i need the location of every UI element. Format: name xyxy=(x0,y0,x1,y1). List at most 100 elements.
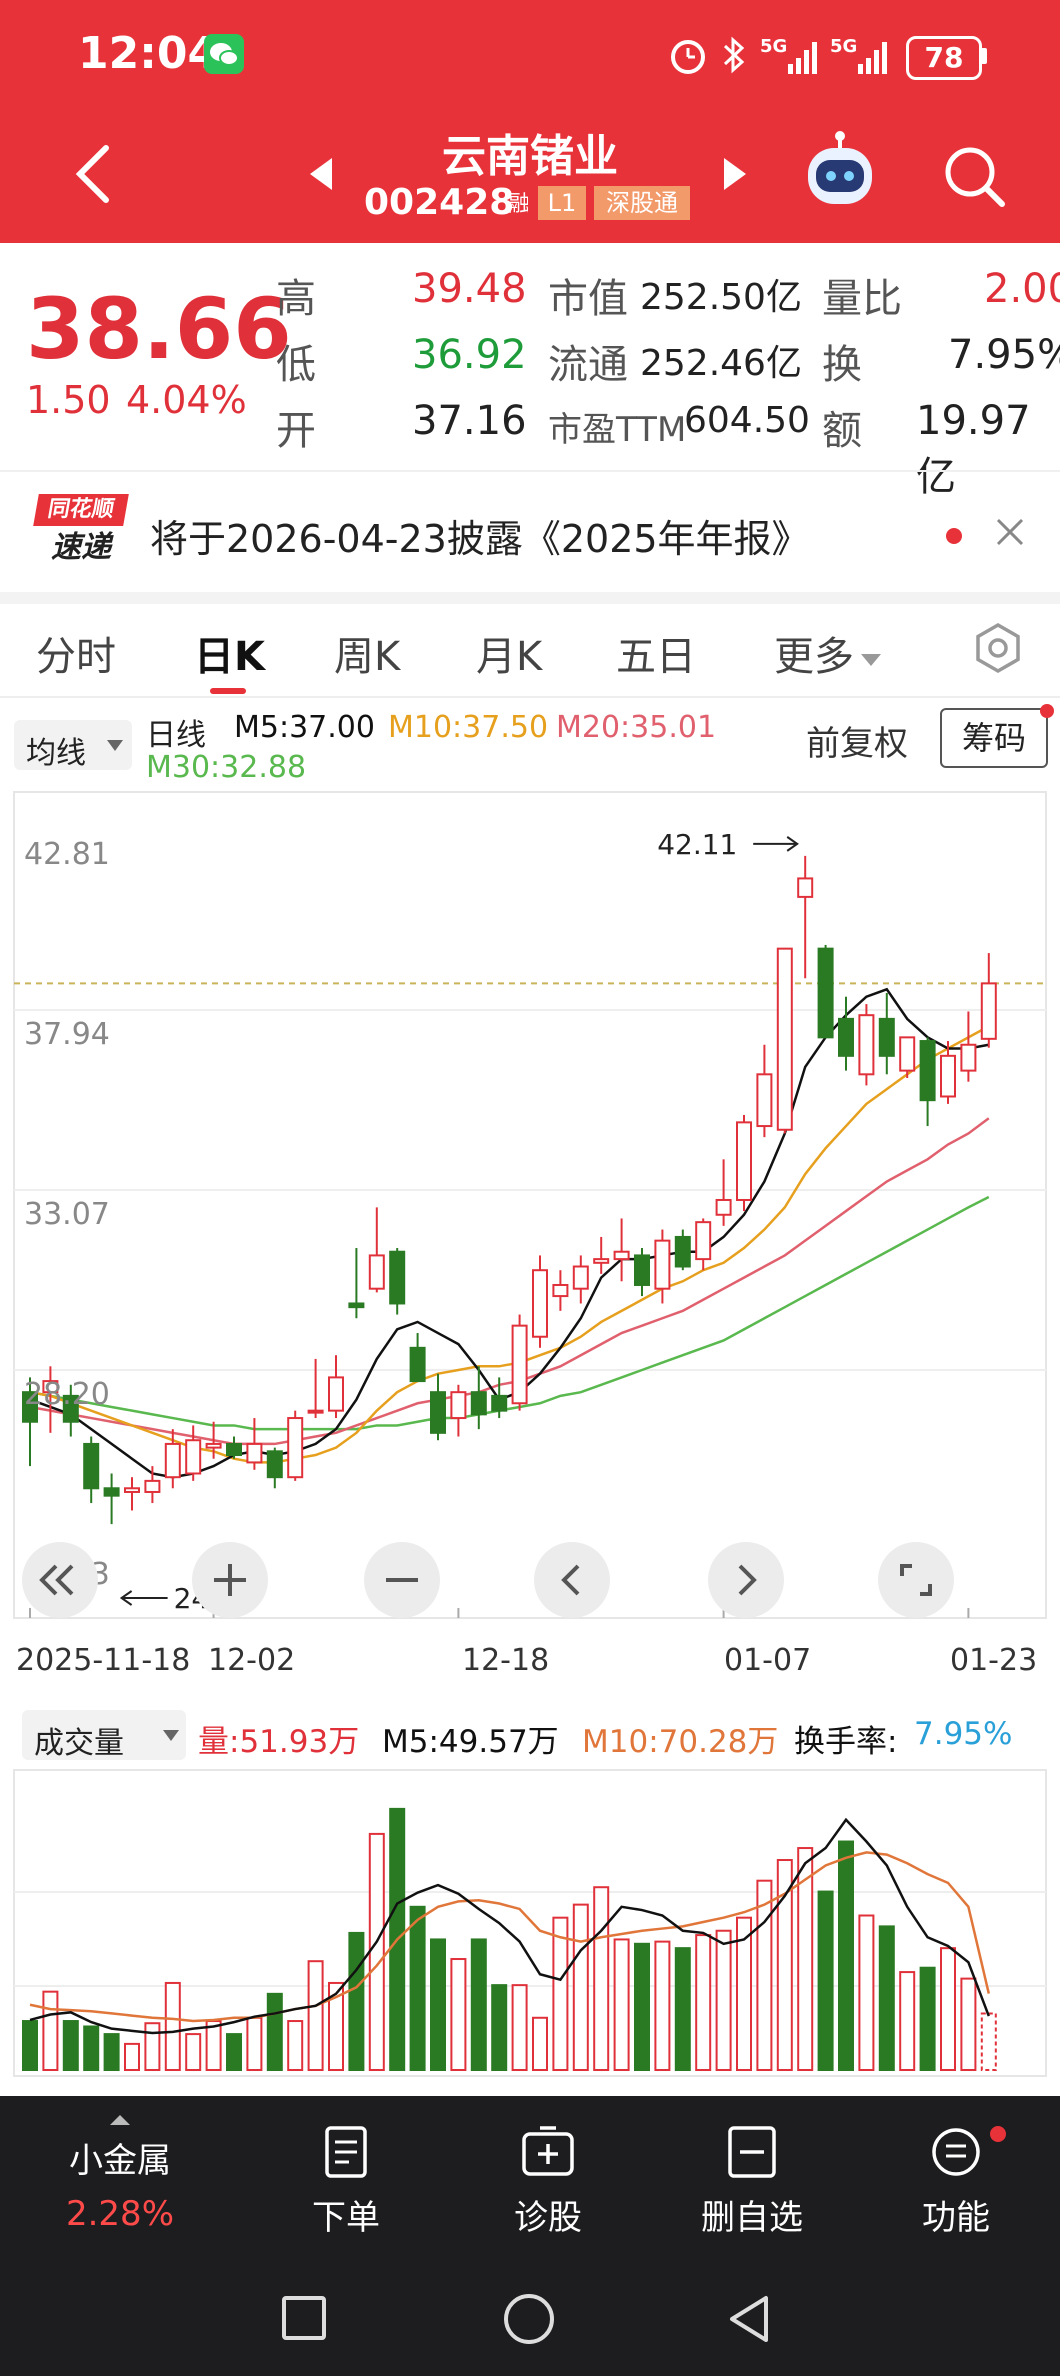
sector-change: 2.28% xyxy=(65,2194,174,2234)
robot-assistant-button[interactable] xyxy=(800,130,880,220)
zoom-out-button[interactable] xyxy=(364,1542,440,1618)
candle xyxy=(980,953,997,1048)
sector-name: 小金属 xyxy=(69,2141,171,2181)
candle xyxy=(185,1425,202,1481)
candle-body xyxy=(185,1439,202,1475)
price-change-pct: 4.04% xyxy=(126,378,247,422)
candle-body xyxy=(22,1391,38,1423)
candle-body xyxy=(899,1036,916,1072)
search-button[interactable] xyxy=(940,142,1010,212)
status-time: 12:04 xyxy=(78,28,219,79)
functions-button[interactable]: 功能 xyxy=(856,2124,1056,2239)
signal-2-icon xyxy=(856,36,890,80)
ma-selector[interactable]: 均线 xyxy=(14,720,132,771)
back-arrow-icon xyxy=(75,145,109,203)
tab-five-day[interactable]: 五日 xyxy=(616,634,696,680)
candle-body xyxy=(858,1014,875,1076)
ma5-value: M5:37.00 xyxy=(234,710,375,745)
tab-monthly-k[interactable]: 月K xyxy=(476,634,543,680)
candle xyxy=(532,1255,548,1348)
candle-body xyxy=(348,1302,365,1309)
candle xyxy=(368,1207,385,1293)
menu-circle-icon xyxy=(932,2128,980,2176)
grid-lines xyxy=(14,982,1046,1618)
candles xyxy=(22,855,997,1525)
volume-bar xyxy=(22,2020,38,2071)
prev-stock-button[interactable] xyxy=(306,154,336,198)
functions-badge xyxy=(990,2126,1006,2142)
candle xyxy=(817,944,834,1039)
mktcap-label: 市值 xyxy=(548,276,628,322)
home-button[interactable] xyxy=(504,2294,554,2344)
volume-bar xyxy=(980,2012,997,2071)
high-value: 39.48 xyxy=(412,266,527,312)
tab-more[interactable]: 更多 xyxy=(774,624,883,682)
adjust-mode-button[interactable]: 前复权 xyxy=(806,724,908,764)
candle-body xyxy=(572,1265,589,1290)
volume-bar xyxy=(838,1840,854,2071)
scroll-left-button[interactable] xyxy=(534,1542,610,1618)
scroll-right-button[interactable] xyxy=(708,1542,784,1618)
diagnose-button[interactable]: 诊股 xyxy=(448,2124,648,2239)
ma5-line xyxy=(29,987,990,1479)
moving-average-lines xyxy=(29,987,990,1479)
diagnose-label: 诊股 xyxy=(514,2198,582,2238)
order-button[interactable]: 下单 xyxy=(246,2124,446,2239)
turnover-rate-value: 7.95% xyxy=(914,1716,1013,1752)
ma10-value: M10:37.50 xyxy=(388,710,549,745)
fullscreen-button[interactable] xyxy=(878,1542,954,1618)
stock-name: 云南锗业 xyxy=(442,131,618,182)
amount-label: 额 xyxy=(822,408,862,454)
section-gap xyxy=(0,592,1060,604)
candle xyxy=(878,992,895,1075)
volume-bar xyxy=(42,1990,59,2071)
system-back-button[interactable] xyxy=(724,2292,774,2350)
candle-body xyxy=(756,1073,773,1128)
y-tick-label: 37.94 xyxy=(24,1017,110,1052)
announcement-banner[interactable]: 同花顺 速递 将于2026-04-23披露《2025年年报》 xyxy=(0,480,1060,590)
chip-distribution-button[interactable]: 筹码 xyxy=(940,708,1048,768)
zoom-out-fast-button[interactable] xyxy=(22,1542,98,1618)
order-document-icon xyxy=(325,2126,367,2178)
volume-bar xyxy=(144,2022,161,2072)
close-button[interactable] xyxy=(994,516,1026,552)
battery-level: 78 xyxy=(924,41,964,74)
remove-watchlist-button[interactable]: 删自选 xyxy=(652,2124,852,2239)
sector-item[interactable]: 小金属 2.28% xyxy=(20,2112,220,2234)
active-tab-indicator xyxy=(210,688,246,694)
tab-more-label: 更多 xyxy=(774,634,854,680)
volume-bar xyxy=(450,1958,467,2071)
recent-apps-button[interactable] xyxy=(282,2296,326,2340)
tab-daily-k[interactable]: 日K xyxy=(194,634,265,680)
back-button[interactable] xyxy=(66,134,126,214)
announcement-text: 将于2026-04-23披露《2025年年报》 xyxy=(150,517,810,561)
volume-value: 量:51.93万 xyxy=(198,1724,360,1760)
exchange-badge: 深股通 xyxy=(594,186,690,220)
volume-bar xyxy=(613,1938,630,2071)
volume-bar xyxy=(919,1966,936,2071)
zoom-in-button[interactable] xyxy=(192,1542,268,1618)
tab-weekly-k[interactable]: 周K xyxy=(334,634,401,680)
volume-bar xyxy=(776,1859,793,2071)
volume-indicator-selector[interactable]: 成交量 xyxy=(22,1710,186,1761)
candle-body xyxy=(654,1239,671,1290)
candle-body xyxy=(797,877,814,898)
candlestick-chart[interactable]: 42.8137.9433.0728.2023.332025-11-1812-02… xyxy=(0,790,1060,1680)
next-stock-button[interactable] xyxy=(720,154,750,198)
candle xyxy=(430,1373,446,1441)
search-icon xyxy=(945,147,1005,207)
y-tick-label: 33.07 xyxy=(24,1197,110,1232)
tab-intraday[interactable]: 分时 xyxy=(36,634,116,680)
volume-bar xyxy=(899,1971,916,2071)
volume-bar xyxy=(756,1879,773,2071)
settings-hexagon-icon xyxy=(976,622,1020,674)
pe-value: 604.50 xyxy=(684,400,810,441)
volume-chart[interactable] xyxy=(0,1768,1060,2080)
low-arrow-head xyxy=(119,1590,133,1606)
volume-bar xyxy=(124,2042,140,2071)
settings-button[interactable] xyxy=(972,622,1024,678)
x-tick-label: 01-23 xyxy=(950,1643,1037,1678)
triangle-right-icon xyxy=(724,158,746,190)
low-label: 低 xyxy=(276,342,316,388)
volume-bar xyxy=(654,1940,671,2071)
